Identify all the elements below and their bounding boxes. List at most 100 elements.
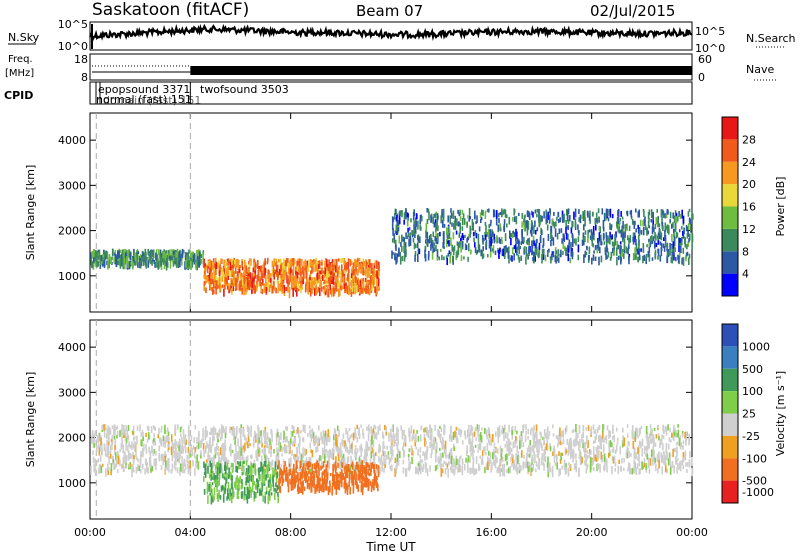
data-cell [205, 287, 207, 294]
data-cell [401, 429, 404, 436]
data-cell [678, 437, 681, 447]
data-cell [275, 474, 278, 484]
data-cell [283, 446, 285, 451]
data-cell [504, 424, 506, 431]
data-cell [259, 450, 261, 455]
data-cell [640, 425, 643, 430]
data-cell [613, 241, 615, 249]
data-cell [123, 249, 125, 258]
data-cell [113, 462, 115, 471]
data-cell [426, 208, 428, 213]
data-cell [518, 241, 520, 245]
data-cell [459, 216, 462, 221]
data-cell [627, 448, 629, 453]
data-cell [446, 239, 448, 248]
data-cell [377, 287, 380, 292]
data-cell [166, 427, 169, 433]
data-cell [616, 221, 618, 227]
data-cell [565, 449, 567, 454]
data-cell [331, 276, 333, 285]
data-cell [447, 456, 450, 460]
data-cell [688, 459, 691, 468]
data-cell [153, 440, 155, 446]
data-cell [271, 263, 274, 268]
data-cell [340, 258, 342, 264]
data-cell [257, 438, 259, 447]
data-cell [373, 269, 376, 277]
data-cell [614, 449, 617, 455]
data-cell [465, 221, 468, 226]
data-cell [253, 276, 255, 283]
data-cell [560, 452, 562, 460]
data-cell [448, 235, 450, 239]
data-cell [592, 243, 594, 248]
data-cell [340, 280, 342, 285]
data-cell [503, 428, 505, 434]
data-cell [495, 236, 497, 242]
data-cell [272, 289, 274, 294]
data-cell [536, 213, 538, 218]
data-cell [669, 467, 672, 475]
data-cell [310, 260, 313, 267]
data-cell [680, 249, 682, 254]
data-cell [599, 246, 601, 254]
data-cell [647, 251, 650, 256]
data-cell [249, 272, 252, 279]
data-cell [327, 438, 329, 442]
data-cell [290, 438, 292, 445]
data-cell [413, 429, 415, 434]
data-cell [219, 447, 222, 456]
data-cell [677, 216, 679, 222]
data-cell [308, 277, 310, 282]
data-cell [481, 249, 484, 257]
data-cell [174, 257, 177, 262]
data-cell [456, 438, 459, 444]
data-cell [456, 218, 458, 226]
data-cell [208, 446, 210, 453]
data-cell [226, 269, 229, 276]
data-cell [312, 283, 314, 290]
data-cell [417, 435, 420, 442]
data-cell [90, 252, 92, 261]
data-cell [246, 278, 249, 287]
data-cell [665, 427, 668, 435]
data-cell [628, 451, 630, 458]
data-cell [581, 239, 584, 246]
data-cell [437, 225, 439, 232]
data-cell [149, 459, 152, 469]
data-cell [352, 275, 354, 283]
data-cell [441, 441, 444, 451]
data-cell [632, 430, 634, 437]
data-cell [531, 245, 534, 249]
data-cell [523, 247, 525, 255]
data-cell [593, 430, 595, 435]
data-cell [147, 431, 150, 440]
data-cell [202, 442, 205, 450]
data-cell [235, 444, 237, 453]
data-cell [209, 492, 212, 496]
data-cell [474, 247, 477, 253]
data-cell [233, 433, 235, 441]
data-cell [524, 435, 527, 443]
data-cell [373, 278, 376, 286]
data-cell [377, 267, 379, 277]
data-cell [578, 230, 580, 236]
data-cell [100, 465, 103, 474]
data-cell [606, 425, 609, 431]
data-cell [450, 426, 452, 434]
data-cell [628, 237, 630, 245]
data-cell [135, 466, 138, 474]
data-cell [530, 464, 532, 469]
data-cell [241, 282, 244, 291]
data-cell [455, 458, 458, 466]
data-cell [252, 476, 254, 485]
data-cell [224, 277, 227, 282]
data-cell [391, 250, 393, 259]
data-cell [233, 428, 236, 436]
data-cell [516, 467, 519, 475]
data-cell [105, 468, 107, 477]
data-cell [322, 270, 325, 274]
data-cell [479, 212, 482, 218]
colorbar-tick-label: 28 [742, 133, 756, 146]
data-cell [282, 267, 285, 277]
